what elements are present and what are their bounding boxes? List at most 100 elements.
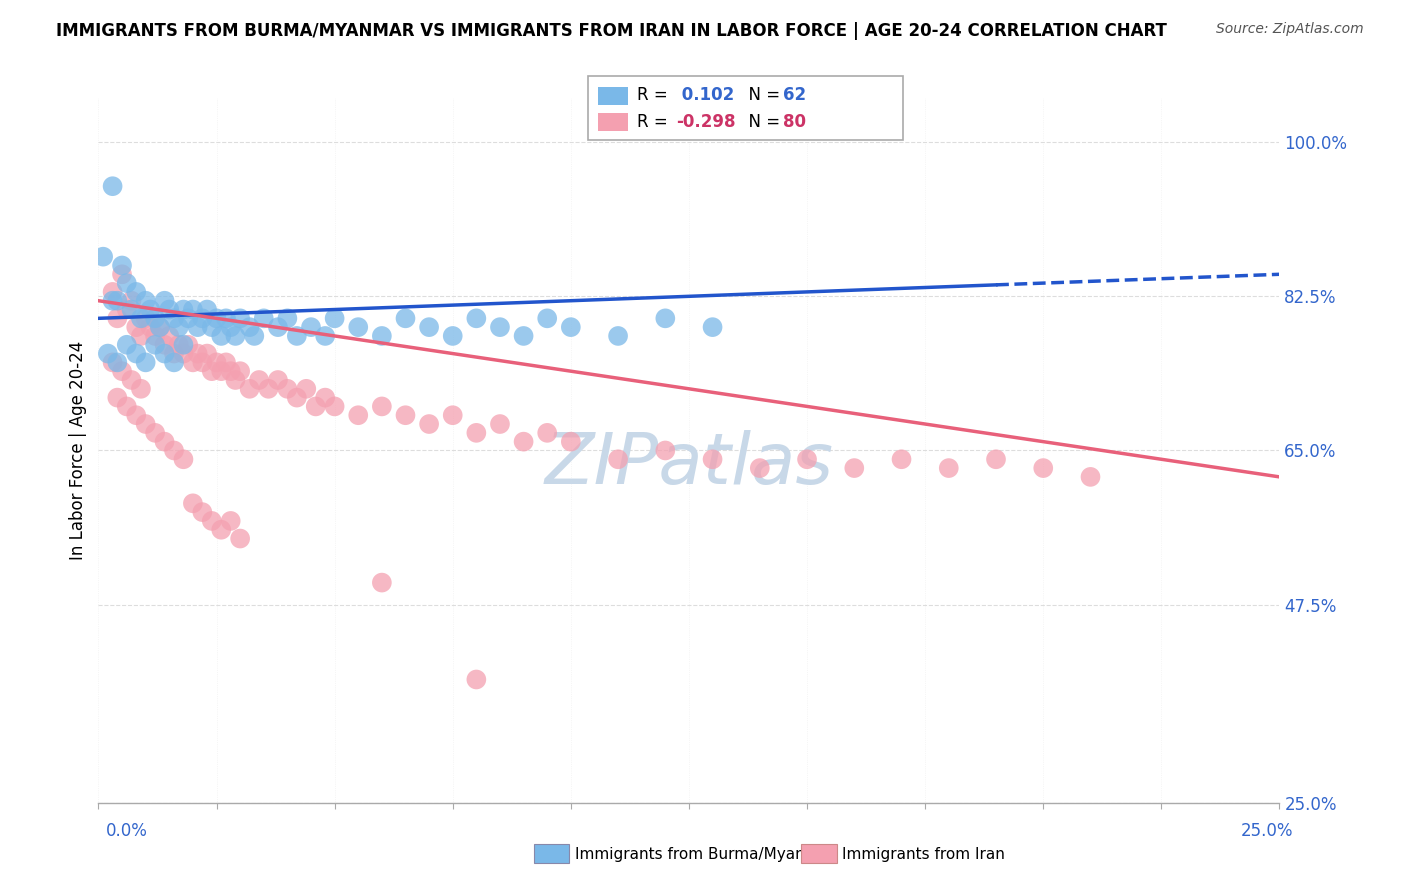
Point [167,320,190,334]
Point [314,391,336,405]
Point [607,452,630,467]
Point [465,425,488,440]
Point [143,329,166,343]
Point [181,302,204,317]
Point [1032,461,1054,475]
Text: 0.102: 0.102 [676,87,734,104]
Point [195,346,218,360]
Point [239,382,262,396]
Point [111,364,134,378]
Point [139,320,162,334]
Point [111,259,134,273]
Point [299,320,322,334]
Text: 80: 80 [783,113,806,131]
Text: Immigrants from Burma/Myanmar: Immigrants from Burma/Myanmar [575,847,835,862]
Text: Source: ZipAtlas.com: Source: ZipAtlas.com [1216,22,1364,37]
Point [702,320,724,334]
Point [115,400,138,414]
Point [129,382,152,396]
Point [209,523,232,537]
Point [105,311,128,326]
Point [177,337,200,351]
Point [125,320,148,334]
Point [125,346,148,360]
Point [219,364,242,378]
Point [105,293,128,308]
Point [135,311,157,326]
Point [135,293,157,308]
Point [125,285,148,299]
Point [229,364,252,378]
Point [536,425,558,440]
Point [163,346,186,360]
Point [489,417,512,431]
Text: -0.298: -0.298 [676,113,735,131]
Text: Immigrants from Iran: Immigrants from Iran [842,847,1005,862]
Point [890,452,912,467]
Point [195,302,218,317]
Point [371,575,394,590]
Point [1080,470,1102,484]
Point [143,337,166,351]
Point [229,532,252,546]
Point [187,320,209,334]
Point [347,409,370,423]
Point [465,311,488,326]
Point [135,355,157,369]
Point [143,311,166,326]
Point [239,320,262,334]
Point [201,364,224,378]
Point [489,320,512,334]
Point [654,443,676,458]
Point [167,337,190,351]
Point [201,514,224,528]
Point [984,452,1007,467]
Point [347,320,370,334]
Point [149,320,172,334]
Point [125,409,148,423]
Point [205,355,228,369]
Point [191,355,214,369]
Point [115,276,138,290]
Point [215,355,238,369]
Point [209,329,232,343]
Point [224,373,246,387]
Point [938,461,960,475]
Point [153,337,176,351]
Point [129,329,152,343]
Point [201,320,224,334]
Point [243,329,266,343]
Point [418,417,440,431]
Point [129,311,152,326]
Point [101,355,124,369]
Point [187,346,209,360]
Point [295,382,318,396]
Point [394,409,416,423]
Point [163,443,186,458]
Point [371,329,394,343]
Text: 25.0%: 25.0% [1241,822,1294,840]
Point [121,293,143,308]
Point [101,293,124,308]
Point [121,302,143,317]
Point [441,409,464,423]
Point [253,311,276,326]
Point [441,329,464,343]
Point [560,434,582,449]
Point [323,400,346,414]
Point [654,311,676,326]
Point [153,293,176,308]
Point [172,302,194,317]
Point [172,337,194,351]
Point [139,302,162,317]
Point [91,250,114,264]
Point [512,329,534,343]
Point [177,311,200,326]
Y-axis label: In Labor Force | Age 20-24: In Labor Force | Age 20-24 [69,341,87,560]
Point [181,355,204,369]
Point [101,179,124,194]
Point [796,452,818,467]
Point [560,320,582,334]
Point [101,285,124,299]
Point [276,382,298,396]
